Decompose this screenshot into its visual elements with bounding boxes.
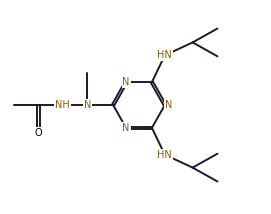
Text: NH: NH bbox=[55, 100, 70, 110]
Text: N: N bbox=[122, 77, 130, 87]
Text: N: N bbox=[84, 100, 91, 110]
Text: N: N bbox=[165, 100, 172, 110]
Text: HN: HN bbox=[157, 50, 172, 60]
Text: HN: HN bbox=[157, 150, 172, 160]
Text: O: O bbox=[35, 128, 43, 138]
Text: N: N bbox=[122, 123, 130, 133]
